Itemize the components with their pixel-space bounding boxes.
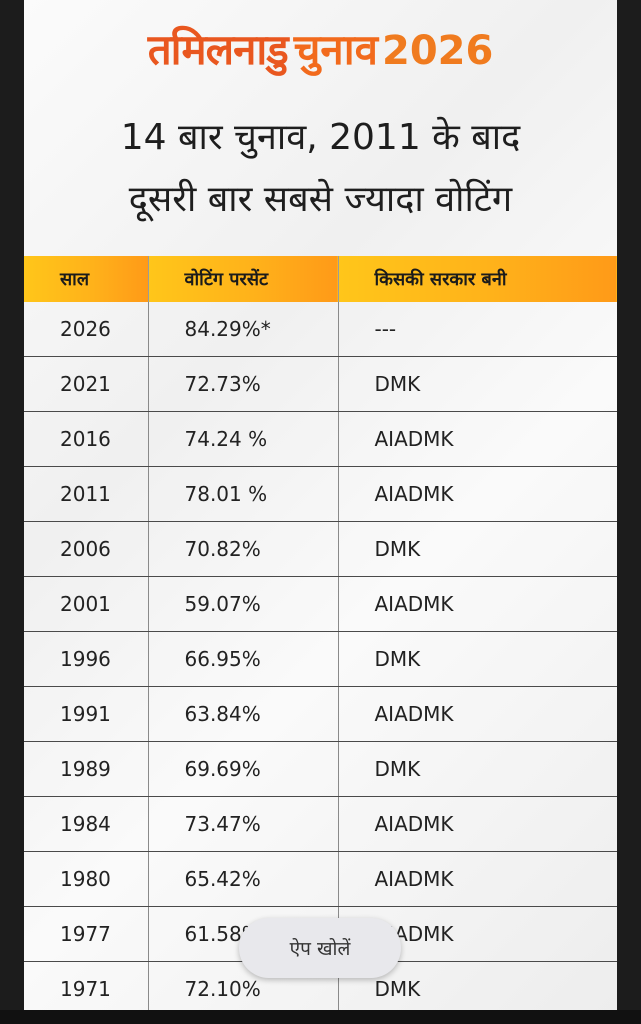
bottom-edge bbox=[0, 1010, 641, 1024]
table-header-row: साल वोटिंग परसेंट किसकी सरकार बनी bbox=[24, 256, 617, 302]
cell-government: AIADMK bbox=[337, 411, 617, 467]
cell-voting-percent: 78.01 % bbox=[147, 466, 338, 522]
cell-year: 2006 bbox=[24, 521, 148, 577]
table-row: 1996 66.95% DMK bbox=[24, 631, 617, 687]
cell-voting-percent: 72.73% bbox=[147, 356, 338, 412]
cell-government: DMK bbox=[337, 521, 617, 577]
open-app-button[interactable]: ऐप खोलें bbox=[239, 918, 401, 978]
table-row: 1989 69.69% DMK bbox=[24, 741, 617, 797]
cell-voting-percent: 63.84% bbox=[147, 686, 338, 742]
headline-line-2: दूसरी बार सबसे ज्यादा वोटिंग bbox=[128, 179, 513, 220]
cell-voting-percent: 84.29%* bbox=[147, 302, 338, 357]
cell-voting-percent: 73.47% bbox=[147, 796, 338, 852]
cell-voting-percent: 69.69% bbox=[147, 741, 338, 797]
cell-year: 2001 bbox=[24, 576, 148, 632]
cell-year: 1971 bbox=[60, 977, 111, 1001]
cell-voting-percent: 70.82% bbox=[147, 521, 338, 577]
header-year: साल bbox=[24, 256, 148, 302]
table-row: 2011 78.01 % AIADMK bbox=[24, 466, 617, 522]
cell-year: 2011 bbox=[24, 466, 148, 522]
brand-title-year: 2026 bbox=[381, 28, 494, 74]
table-row: 1980 65.42% AIADMK bbox=[24, 851, 617, 907]
cell-year: 2026 bbox=[24, 302, 148, 357]
table-row: 2006 70.82% DMK bbox=[24, 521, 617, 577]
header-voting-percent: वोटिंग परसेंट bbox=[147, 256, 338, 302]
cell-government: AIADMK bbox=[337, 466, 617, 522]
table-row: 1991 63.84% AIADMK bbox=[24, 686, 617, 742]
table-row: 1984 73.47% AIADMK bbox=[24, 796, 617, 852]
cell-voting-percent: 65.42% bbox=[147, 851, 338, 907]
cell-government: AIADMK bbox=[337, 686, 617, 742]
cell-voting-percent: 59.07% bbox=[147, 576, 338, 632]
cell-government: DMK bbox=[337, 356, 617, 412]
headline-line-1: 14 बार चुनाव, 2011 के बाद bbox=[120, 117, 521, 158]
cell-voting-percent: 66.95% bbox=[147, 631, 338, 687]
cell-year: 1996 bbox=[24, 631, 148, 687]
table-row: 2001 59.07% AIADMK bbox=[24, 576, 617, 632]
voting-table: साल वोटिंग परसेंट किसकी सरकार बनी 2026 8… bbox=[24, 256, 617, 1010]
header-government-formed: किसकी सरकार बनी bbox=[337, 256, 617, 302]
cell-year: 1989 bbox=[24, 741, 148, 797]
infographic-card: तमिलनाडु चुनाव 2026 14 बार चुनाव, 2011 के … bbox=[24, 0, 617, 1010]
table-row: 2026 84.29%* --- bbox=[24, 302, 617, 357]
cell-government: AIADMK bbox=[337, 851, 617, 907]
cell-government: DMK bbox=[337, 631, 617, 687]
cell-government: DMK bbox=[337, 741, 617, 797]
table-row: 2016 74.24 % AIADMK bbox=[24, 411, 617, 467]
cell-voting-percent: 74.24 % bbox=[147, 411, 338, 467]
brand-title-election: चुनाव bbox=[293, 25, 378, 74]
cell-year: 2016 bbox=[24, 411, 148, 467]
cell-government: AIADMK bbox=[337, 576, 617, 632]
cell-year: 1984 bbox=[24, 796, 148, 852]
cell-year: 1980 bbox=[24, 851, 148, 907]
table-row: 2021 72.73% DMK bbox=[24, 356, 617, 412]
cell-government: --- bbox=[337, 302, 617, 357]
cell-government: AIADMK bbox=[337, 796, 617, 852]
brand-title-state: तमिलनाडु bbox=[147, 25, 289, 74]
cell-year: 1991 bbox=[24, 686, 148, 742]
brand-title: तमिलनाडु चुनाव 2026 bbox=[24, 24, 617, 77]
cell-year: 1977 bbox=[24, 906, 148, 962]
cell-year: 2021 bbox=[24, 356, 148, 412]
